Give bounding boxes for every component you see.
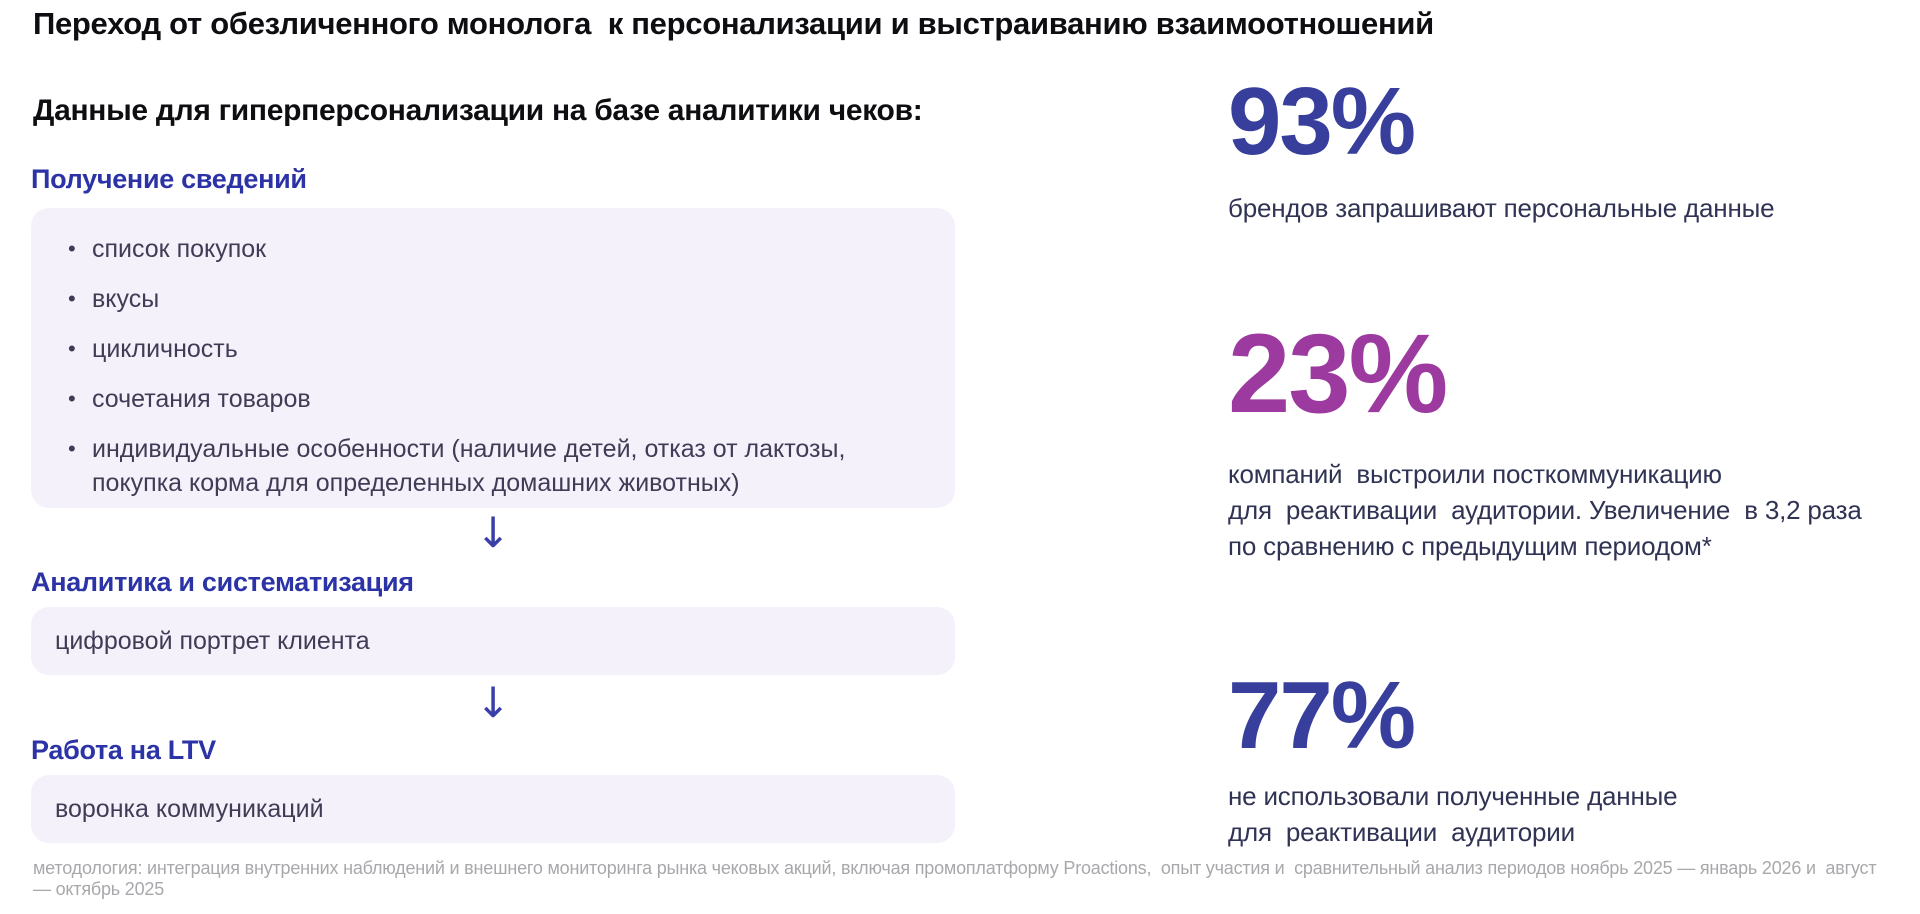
methodology-footnote: методология: интеграция внутренних наблю…: [33, 858, 1882, 899]
stat-value: 23%: [1228, 311, 1448, 436]
step-box-data-collection: список покупок вкусы цикличность сочетан…: [31, 208, 955, 508]
stat-caption: компаний выстроили посткоммуникацию для …: [1228, 456, 1862, 564]
down-arrow-icon: ↓: [475, 508, 511, 557]
step-box-ltv: воронка коммуникаций: [31, 775, 955, 843]
stat-caption: брендов запрашивают персональные данные: [1228, 190, 1775, 226]
step-box-text: воронка коммуникаций: [55, 794, 324, 823]
list-item: сочетания товаров: [68, 382, 915, 416]
stat-value: 93%: [1228, 68, 1416, 175]
stat-caption-line: по сравнению с предыдущим периодом*: [1228, 531, 1712, 561]
stat-caption-line: не использовали полученные данные: [1228, 781, 1678, 811]
down-arrow-icon: ↓: [475, 678, 511, 727]
page-title: Переход от обезличенного монолога к перс…: [33, 6, 1434, 41]
step-heading-data-collection: Получение сведений: [31, 164, 307, 194]
slide-subtitle: Данные для гиперперсонализации на базе а…: [33, 94, 923, 127]
stat-caption-line: для реактивации аудитории: [1228, 817, 1575, 847]
data-collection-list: список покупок вкусы цикличность сочетан…: [31, 208, 955, 536]
list-item: индивидуальные особенности (наличие дете…: [68, 432, 915, 500]
step-box-text: цифровой портрет клиента: [55, 626, 370, 655]
step-heading-ltv: Работа на LTV: [31, 735, 216, 765]
stat-caption-line: для реактивации аудитории. Увеличение в …: [1228, 495, 1862, 525]
stat-caption-line: компаний выстроили посткоммуникацию: [1228, 459, 1722, 489]
stat-block-23: 23% компаний выстроили посткоммуникацию …: [1228, 318, 1862, 564]
stat-block-93: 93% брендов запрашивают персональные дан…: [1228, 68, 1775, 226]
stat-block-77: 77% не использовали полученные данные дл…: [1228, 662, 1678, 850]
stat-caption: не использовали полученные данные для ре…: [1228, 778, 1678, 850]
stat-value: 77%: [1228, 662, 1416, 769]
stat-caption-line: брендов запрашивают персональные данные: [1228, 193, 1775, 223]
step-heading-analytics: Аналитика и систематизация: [31, 567, 414, 597]
list-item: список покупок: [68, 232, 915, 266]
list-item: цикличность: [68, 332, 915, 366]
list-item: вкусы: [68, 282, 915, 316]
step-box-analytics: цифровой портрет клиента: [31, 607, 955, 675]
